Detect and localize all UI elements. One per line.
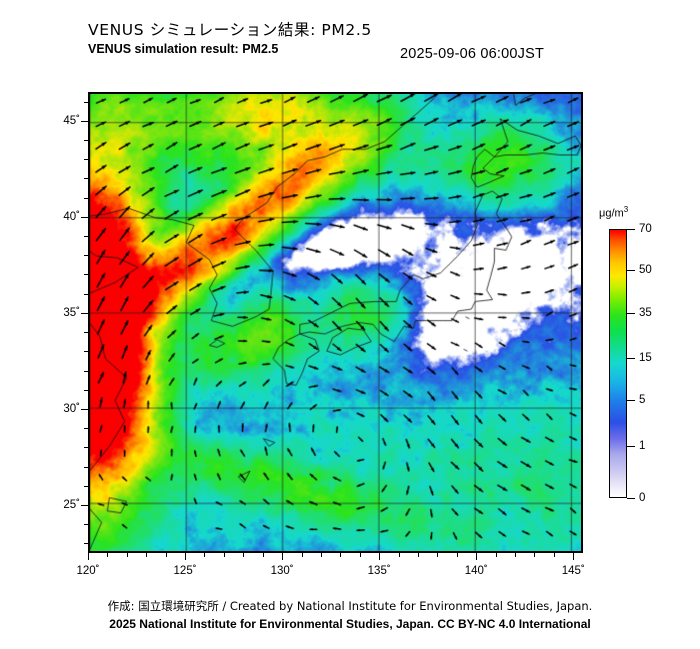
colorbar-tick [627, 229, 635, 230]
x-minor-tick [204, 553, 206, 557]
y-major-tick [81, 216, 88, 218]
x-minor-tick [301, 553, 303, 557]
x-minor-tick [262, 553, 264, 557]
x-minor-tick [359, 553, 361, 557]
x-minor-tick [126, 553, 128, 557]
colorbar-tick [627, 445, 635, 447]
x-minor-tick [340, 553, 342, 557]
license-line: 2025 National Institute for Environmenta… [109, 617, 591, 631]
page-title-english: VENUS simulation result: PM2.5 [88, 42, 279, 56]
x-major-tick [282, 553, 284, 560]
x-major-tick [476, 553, 478, 560]
x-axis-tick-label: 130˚ [270, 565, 294, 577]
y-minor-tick [84, 197, 88, 199]
y-minor-tick [84, 178, 88, 180]
y-major-tick [81, 408, 88, 410]
y-major-tick [81, 120, 88, 122]
y-minor-tick [84, 236, 88, 238]
x-minor-tick [223, 553, 225, 557]
x-minor-tick [437, 553, 439, 557]
y-minor-tick [84, 485, 88, 487]
colorbar-unit-exponent: 3 [623, 205, 629, 214]
y-minor-tick [84, 332, 88, 334]
x-major-tick [185, 553, 187, 560]
y-minor-tick [84, 447, 88, 449]
map-plot-area[interactable] [88, 92, 583, 553]
y-minor-tick [84, 428, 88, 430]
pm25-heatmap-canvas [90, 94, 581, 551]
colorbar-tick-label: 1 [639, 439, 646, 452]
y-minor-tick [84, 159, 88, 161]
y-minor-tick [84, 543, 88, 545]
colorbar-unit-base: μg/m [599, 207, 624, 220]
y-minor-tick [84, 370, 88, 372]
x-major-tick [573, 553, 575, 560]
x-axis-tick-label: 125˚ [173, 565, 197, 577]
x-minor-tick [456, 553, 458, 557]
x-minor-tick [146, 553, 148, 557]
y-minor-tick [84, 140, 88, 142]
y-minor-tick [84, 293, 88, 295]
colorbar-tick [627, 357, 635, 359]
x-minor-tick [495, 553, 497, 557]
colorbar-tick-label: 50 [639, 263, 652, 276]
x-minor-tick [398, 553, 400, 557]
x-axis-tick-label: 145˚ [561, 565, 585, 577]
colorbar-tick-label: 35 [639, 306, 652, 319]
colorbar-tick-label: 15 [639, 351, 652, 364]
x-major-tick [379, 553, 381, 560]
y-minor-tick [84, 274, 88, 276]
colorbar-tick [627, 269, 635, 271]
x-major-tick [88, 553, 89, 560]
colorbar-tick [627, 312, 635, 314]
x-minor-tick [418, 553, 419, 557]
y-minor-tick [84, 101, 88, 103]
y-minor-tick [84, 389, 88, 391]
colorbar-tick [627, 498, 635, 499]
y-axis-tick-label: 40˚ [63, 210, 80, 223]
timestamp-label: 2025-09-06 06:00JST [400, 46, 545, 62]
y-axis-tick-label: 25˚ [63, 498, 80, 511]
x-minor-tick [320, 553, 322, 557]
x-minor-tick [243, 553, 245, 557]
page-title-japanese: VENUS シミュレーション結果: PM2.5 [88, 21, 372, 39]
x-axis-tick-label: 140˚ [464, 565, 488, 577]
x-minor-tick [165, 553, 167, 557]
y-axis-tick-label: 35˚ [63, 306, 80, 319]
y-minor-tick [84, 351, 88, 353]
x-axis-tick-label: 120˚ [76, 565, 100, 577]
y-major-tick [81, 504, 88, 506]
y-axis-tick-label: 45˚ [63, 114, 80, 127]
colorbar-tick [627, 400, 635, 402]
y-minor-tick [84, 524, 88, 526]
colorbar-tick-label: 0 [639, 492, 646, 504]
x-minor-tick [515, 553, 517, 557]
colorbar-tick-label: 70 [639, 223, 652, 235]
x-minor-tick [553, 553, 555, 557]
colorbar-unit-label: μg/m3 [599, 205, 628, 220]
x-axis-tick-label: 135˚ [367, 565, 391, 577]
credit-line: 作成: 国立環境研究所 / Created by National Instit… [107, 599, 593, 613]
colorbar-gradient [609, 229, 627, 498]
x-minor-tick [534, 553, 536, 557]
y-major-tick [81, 312, 88, 314]
colorbar-tick-label: 5 [639, 394, 646, 407]
x-minor-tick [107, 553, 109, 557]
y-axis-tick-label: 30˚ [63, 402, 80, 415]
y-minor-tick [84, 466, 88, 468]
y-minor-tick [84, 255, 88, 257]
colorbar[interactable] [609, 229, 627, 498]
